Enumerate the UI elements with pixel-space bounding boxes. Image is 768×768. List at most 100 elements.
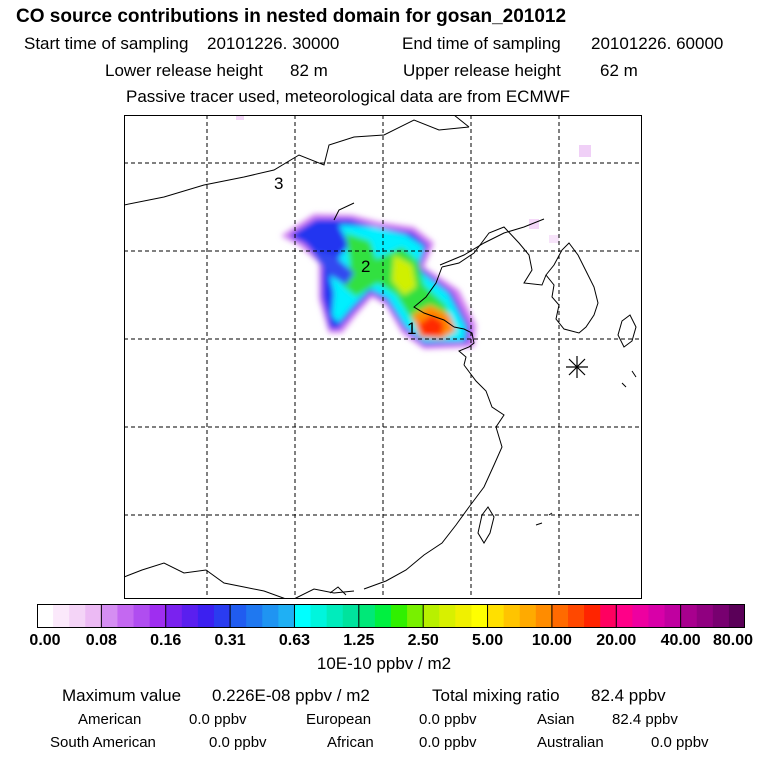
color-swatch: [165, 604, 183, 628]
color-swatch: [616, 604, 633, 628]
total-mixing-value: 82.4 ppbv: [591, 686, 666, 705]
color-swatch: [197, 604, 215, 628]
color-scale-bar: [37, 604, 745, 628]
color-swatch: [648, 604, 666, 628]
color-swatch: [294, 604, 312, 628]
color-swatch: [117, 604, 135, 628]
color-swatch: [133, 604, 151, 628]
color-swatch: [310, 604, 328, 628]
color-swatch: [53, 604, 70, 628]
plume-arm-blue: [310, 250, 354, 285]
asian-value: 82.4 ppbv: [612, 711, 678, 728]
max-value-label: Maximum value: [62, 686, 182, 705]
color-swatch: [487, 604, 505, 628]
color-swatch: [568, 604, 585, 628]
korea-border: [439, 218, 545, 266]
color-swatch: [519, 604, 537, 628]
american-value: 0.0 ppbv: [189, 711, 247, 728]
colorbar-tick-label: 20.00: [596, 632, 637, 649]
taiwan: [477, 506, 495, 544]
colorbar-tick-label: 1.25: [343, 632, 375, 649]
color-swatch: [584, 604, 601, 628]
color-swatch: [423, 604, 440, 628]
source-contribution-map: 1 2 3: [124, 115, 642, 599]
tracer-note: Passive tracer used, meteorological data…: [126, 87, 571, 106]
south-american-label: South American: [50, 734, 156, 751]
american-label: American: [78, 711, 142, 728]
speck: [529, 219, 539, 229]
east-china-coast: [363, 364, 505, 590]
plume-core-red: [418, 315, 444, 337]
colorbar-tick-label: 0.16: [150, 632, 182, 649]
color-swatch: [230, 604, 247, 628]
speck: [549, 235, 559, 243]
color-swatch: [278, 604, 295, 628]
colorbar-tick-label: 80.00: [712, 632, 754, 649]
color-swatch: [600, 604, 617, 628]
ryukyu: [535, 512, 553, 526]
upper-height-value: 62 m: [600, 61, 638, 80]
color-swatch: [728, 604, 745, 628]
colorbar-tick-label: 0.08: [85, 632, 117, 649]
shandong: [453, 326, 475, 366]
color-swatch: [535, 604, 553, 628]
colorbar-tick-label: 5.00: [471, 632, 504, 649]
color-swatch: [214, 604, 231, 628]
china-interior-border: [124, 562, 287, 599]
color-swatch: [246, 604, 263, 628]
color-swatch: [407, 604, 424, 628]
colorbar-tick-label: 0.00: [29, 632, 61, 649]
color-swatch: [391, 604, 408, 628]
mongolia-border: [124, 119, 470, 206]
source-marker-2: 2: [361, 257, 370, 276]
figure-title: CO source contributions in nested domain…: [16, 6, 567, 27]
upper-height-label: Upper release height: [403, 61, 561, 80]
start-time-label: Start time of sampling: [24, 34, 189, 53]
japan-kyushu: [617, 314, 637, 348]
colorbar-tick-label: 0.31: [214, 632, 246, 649]
color-swatch: [664, 604, 682, 628]
coastlines: [124, 115, 637, 599]
china-coast-north: [441, 226, 547, 286]
colorbar-border: [37, 604, 745, 628]
color-swatch: [551, 604, 569, 628]
hainan: [329, 586, 347, 596]
color-swatch: [85, 604, 102, 628]
vietnam-border: [293, 588, 355, 599]
asian-label: Asian: [537, 711, 575, 728]
color-swatch: [358, 604, 376, 628]
colorbar-tick-label: 40.00: [660, 632, 701, 649]
speck: [236, 115, 244, 120]
african-value: 0.0 ppbv: [419, 734, 477, 751]
colorbar-tick-label: 10.00: [531, 632, 572, 649]
source-marker-1: 1: [407, 319, 416, 338]
bohai-coast: [413, 266, 455, 328]
color-swatch: [455, 604, 472, 628]
source-marker-3: 3: [274, 174, 283, 193]
japan-islands: [621, 370, 637, 388]
color-swatch: [37, 604, 54, 628]
lower-height-label: Lower release height: [105, 61, 263, 80]
australian-value: 0.0 ppbv: [651, 734, 709, 751]
color-swatch: [326, 604, 344, 628]
color-swatch: [712, 604, 730, 628]
color-swatch: [69, 604, 86, 628]
start-time-value: 20101226. 30000: [207, 34, 340, 53]
color-swatch: [101, 604, 118, 628]
south-american-value: 0.0 ppbv: [209, 734, 267, 751]
map-frame: [124, 115, 642, 599]
max-value: 0.226E-08 ppbv / m2: [212, 686, 370, 705]
color-swatch: [439, 604, 456, 628]
china-mongolia-east: [333, 202, 355, 221]
speck: [579, 145, 591, 157]
color-swatch: [149, 604, 167, 628]
color-swatch: [374, 604, 392, 628]
color-swatch: [632, 604, 649, 628]
color-swatch: [181, 604, 199, 628]
colorbar-tick-label: 0.63: [278, 632, 311, 649]
european-label: European: [306, 711, 372, 728]
color-swatch: [262, 604, 279, 628]
russia-border: [453, 115, 470, 128]
color-swatch: [342, 604, 360, 628]
european-value: 0.0 ppbv: [419, 711, 477, 728]
